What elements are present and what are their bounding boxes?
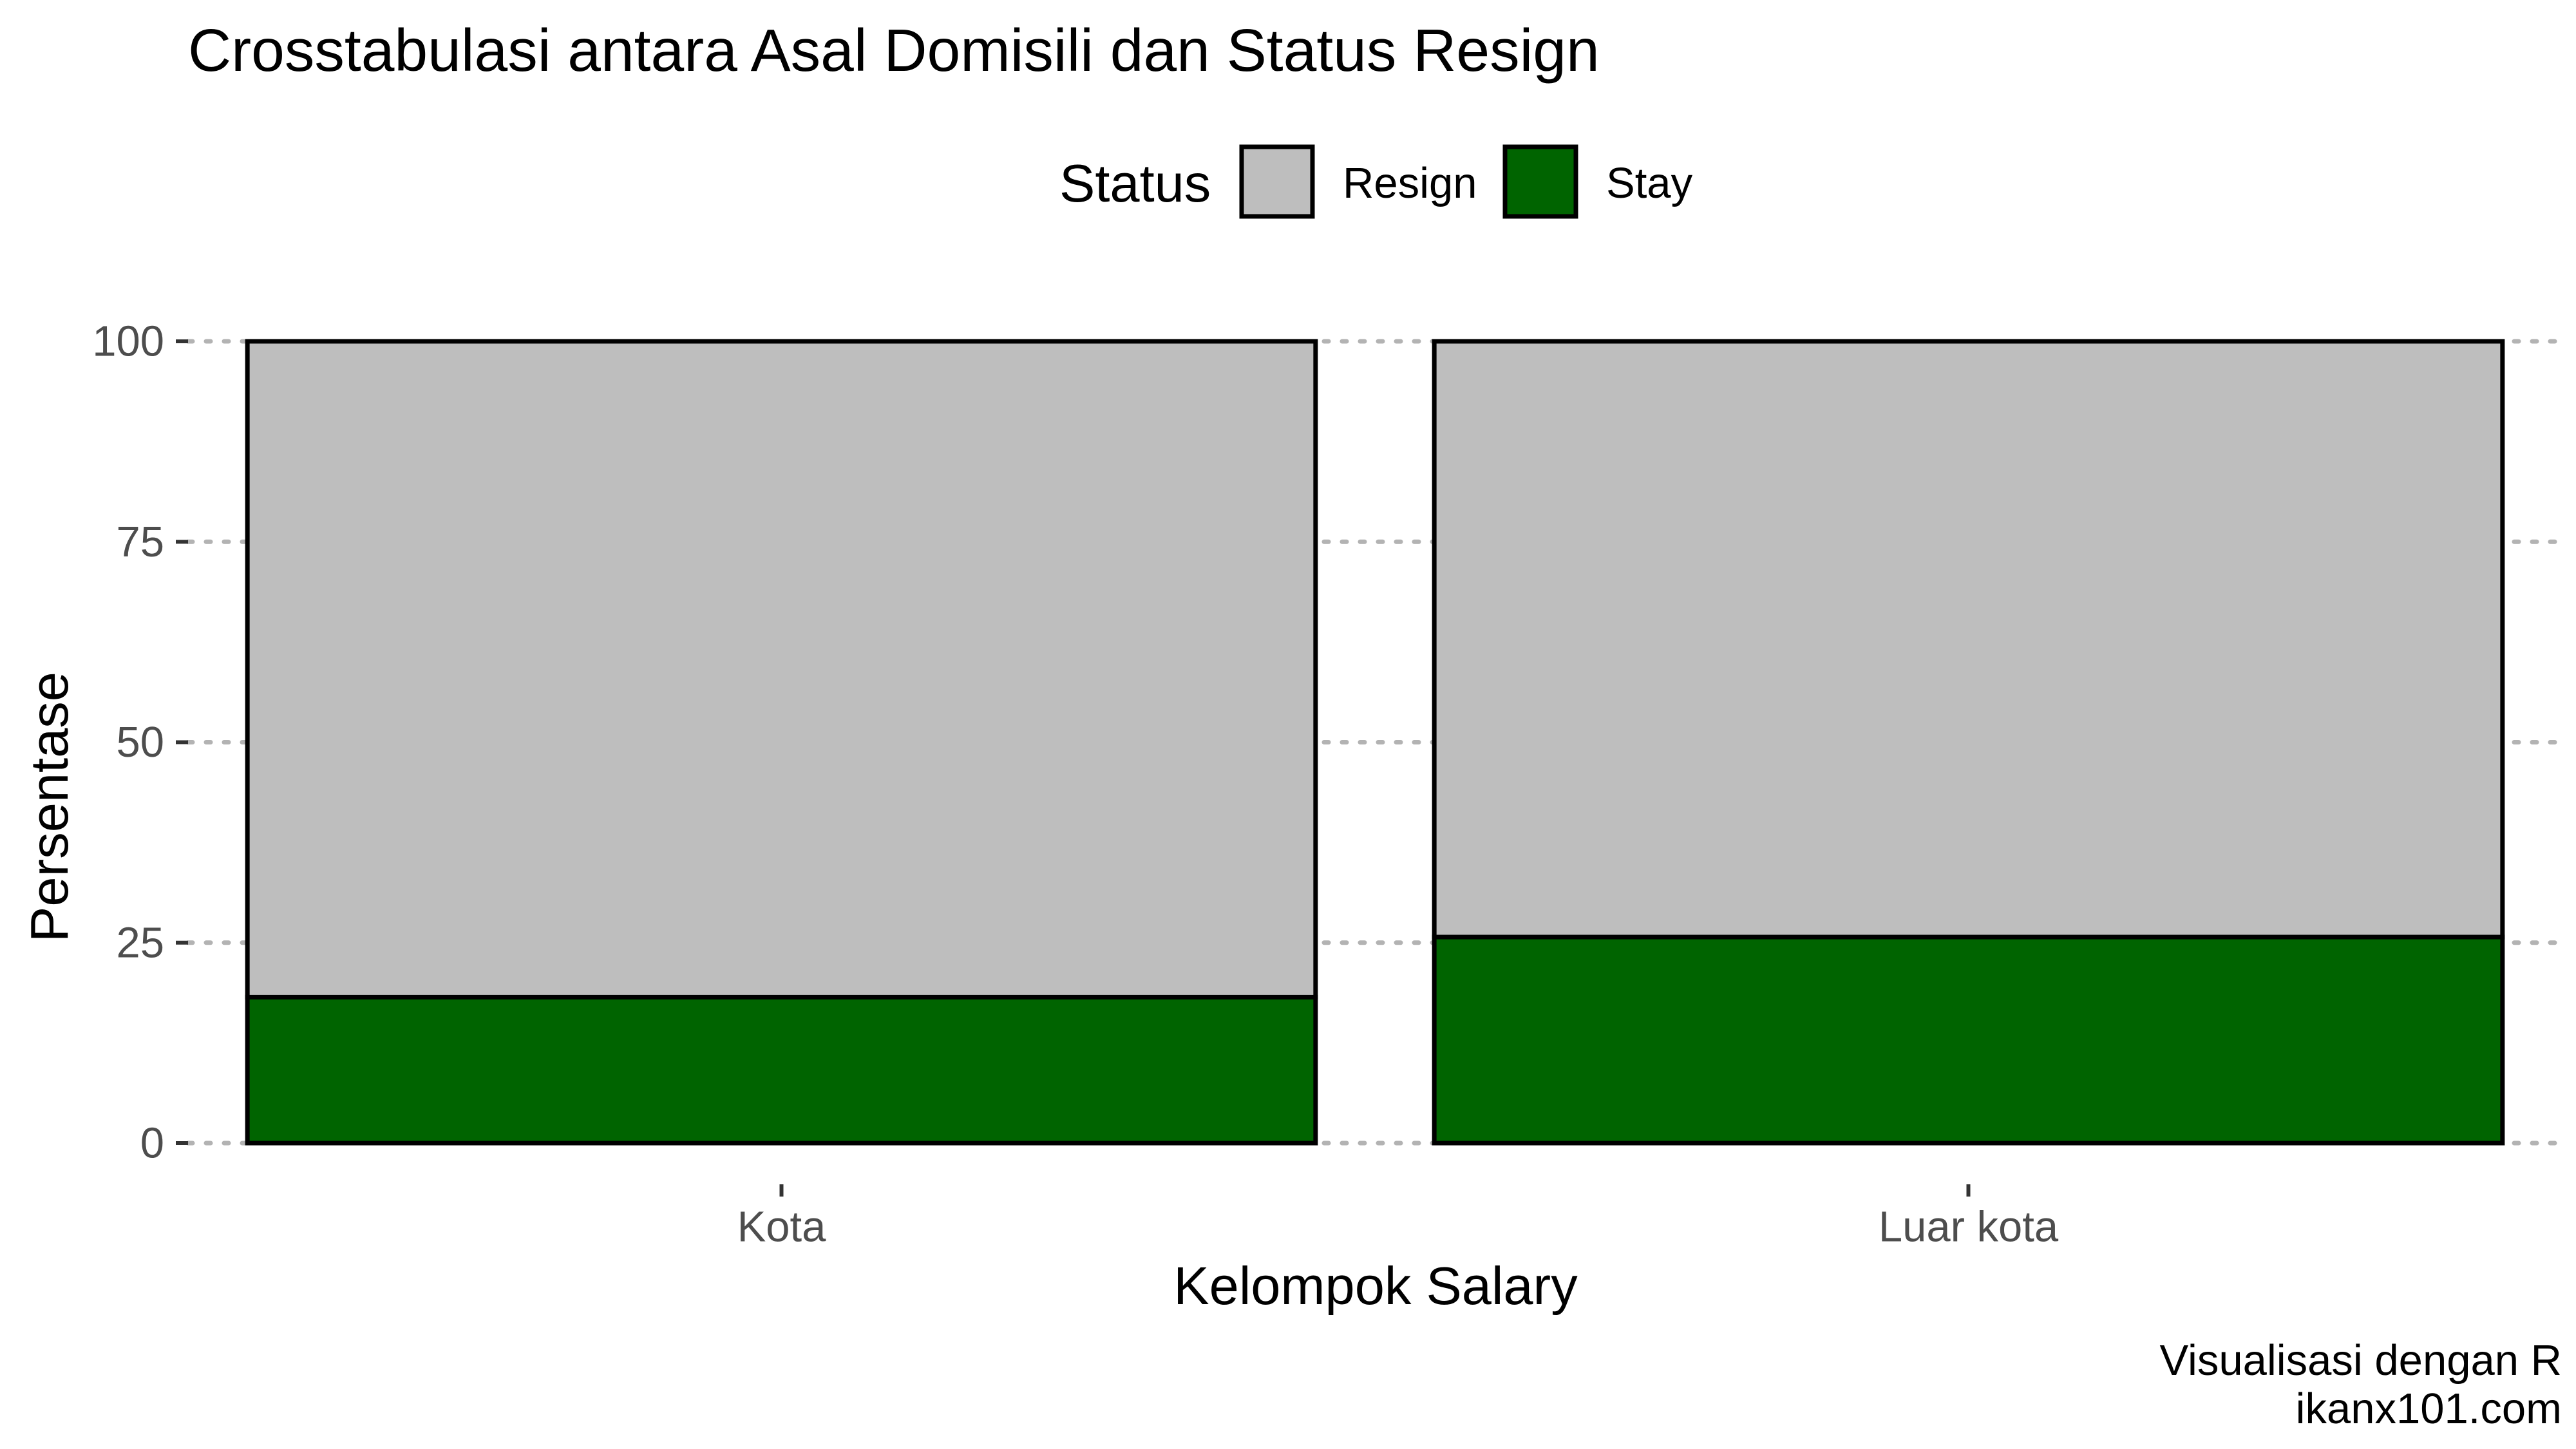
y-axis: 0 25 50 75 100 (92, 317, 188, 1168)
caption-line-1: Visualisasi dengan R (2160, 1336, 2562, 1385)
y-axis-title: Persentase (19, 672, 79, 942)
y-tick-label-75: 75 (116, 518, 164, 566)
y-tick-label-100: 100 (92, 317, 164, 366)
x-axis-title: Kelompok Salary (1173, 1256, 1578, 1316)
x-axis: Kota Luar kota (737, 1184, 2059, 1251)
bar-luar-kota-stay (1432, 934, 2505, 1146)
bar-luar-kota-resign (1432, 339, 2505, 940)
bar-kota-resign (245, 339, 1318, 999)
y-tick-label-25: 25 (116, 918, 164, 967)
chart-title: Crosstabulasi antara Asal Domisili dan S… (188, 17, 1600, 84)
y-tick-label-50: 50 (116, 718, 164, 766)
legend-key-stay (1502, 144, 1578, 219)
legend-label-resign: Resign (1343, 159, 1477, 207)
bars (245, 339, 2505, 1146)
y-tick-label-0: 0 (140, 1119, 164, 1168)
x-tick-label-kota: Kota (737, 1203, 827, 1251)
x-tick-label-luar-kota: Luar kota (1879, 1203, 2059, 1251)
legend: Status Resign Stay (1059, 144, 1693, 219)
legend-key-resign (1239, 144, 1315, 219)
legend-label-stay: Stay (1606, 159, 1693, 207)
caption-line-2: ikanx101.com (2296, 1385, 2562, 1433)
bar-kota-stay (245, 994, 1318, 1146)
legend-title: Status (1059, 153, 1211, 213)
